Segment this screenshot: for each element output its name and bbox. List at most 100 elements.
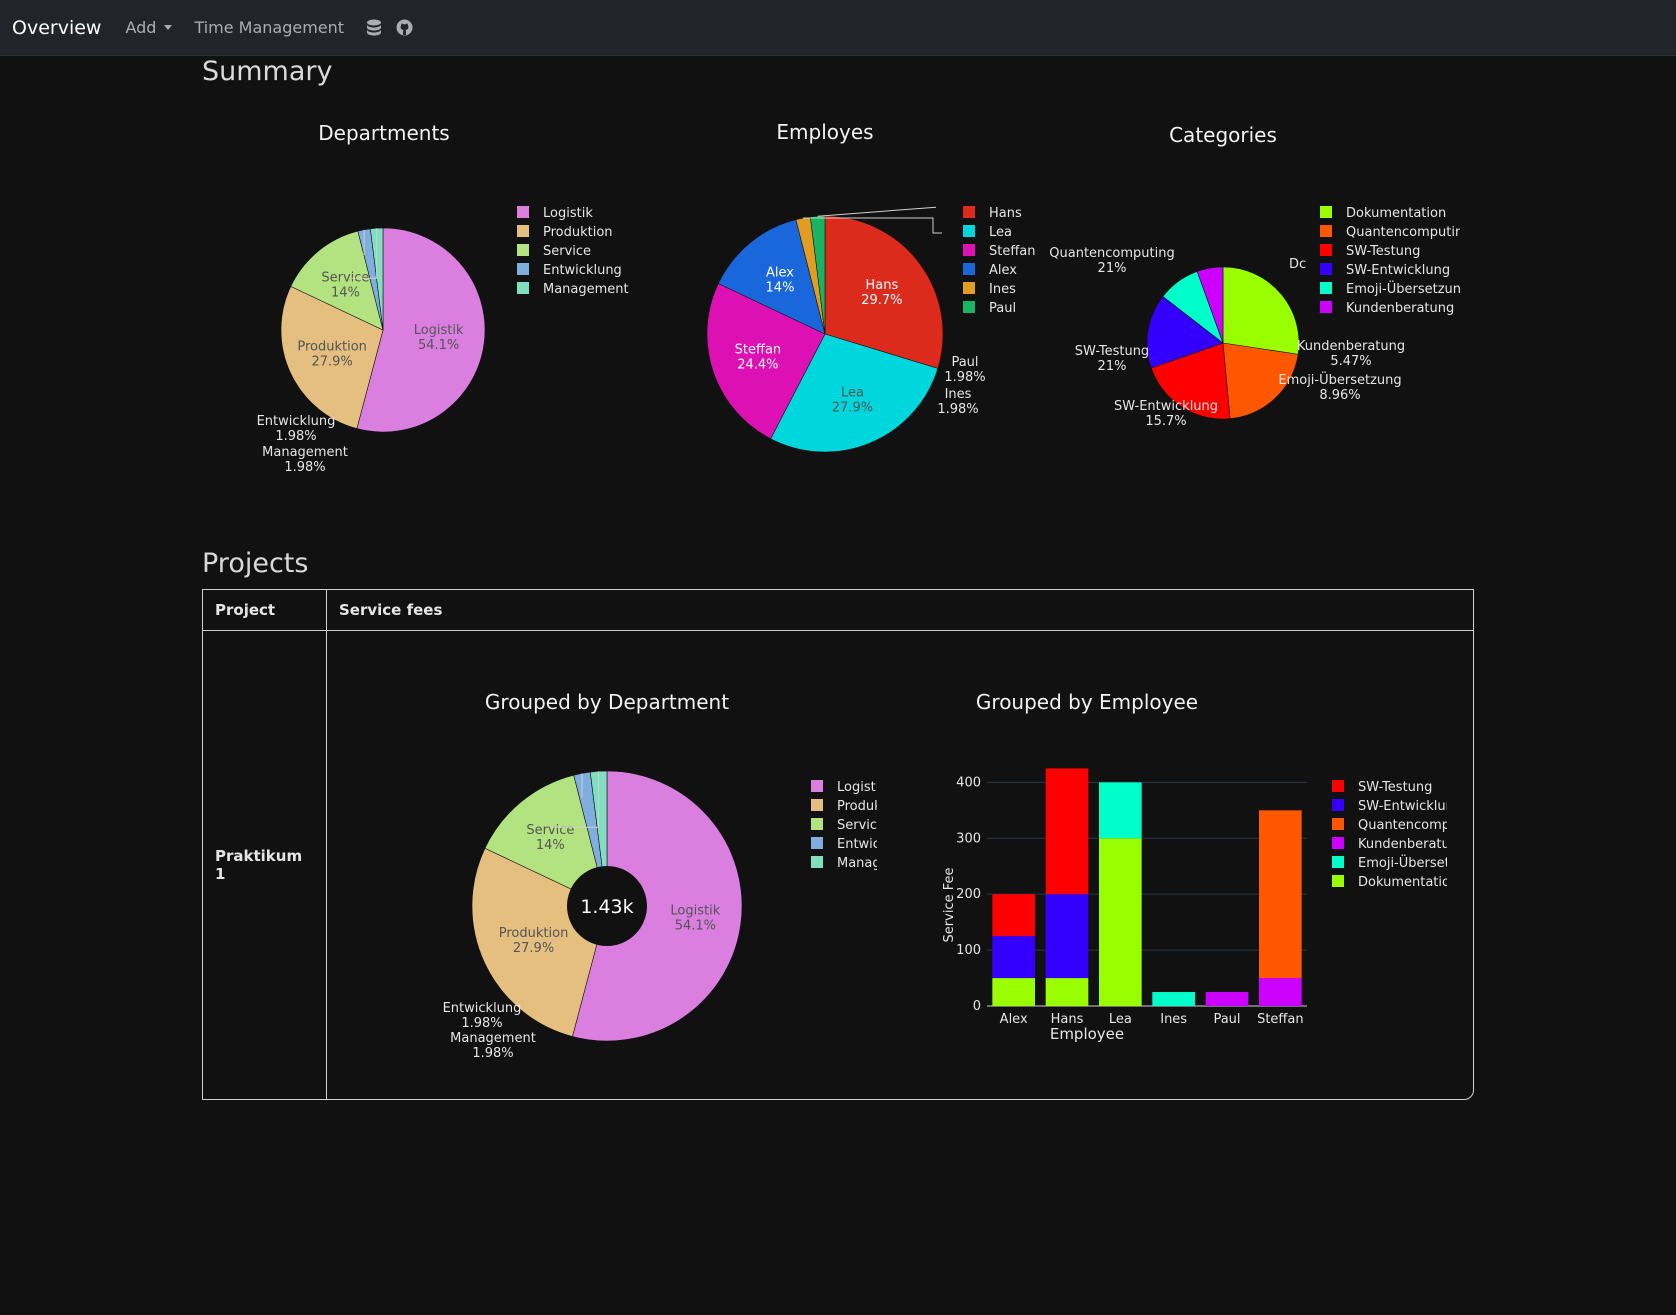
categories-legend-item-dokumentation: Dokumentation: [1346, 206, 1446, 221]
x-axis-title: Employee: [1050, 1025, 1124, 1043]
navbar-brand[interactable]: Overview: [12, 16, 102, 39]
donut-legend-swatch-produktion: [811, 799, 823, 811]
categories-legend-swatch-emoji-bersetzung: [1320, 282, 1332, 294]
donut-label-produktion: Produktion: [499, 926, 569, 941]
donut-legend-item-service: Service: [837, 818, 877, 833]
employes-slice-alex[interactable]: [717, 219, 826, 335]
departments-legend-item-entwicklung: Entwicklung: [543, 263, 622, 278]
categories-labels: Quantencomputing21%SW-Testung21%SW-Entwi…: [1049, 246, 1405, 429]
bar-lea-dokumentation[interactable]: [1099, 838, 1142, 1006]
employes-slice-lea[interactable]: [770, 333, 939, 453]
categories-title: Categories: [1169, 123, 1277, 147]
donut-legend-swatch-service: [811, 818, 823, 830]
bar-hans-dokumentation[interactable]: [1045, 978, 1089, 1006]
bar-paul-kundenberatung[interactable]: [1205, 992, 1249, 1006]
departments-legend-swatch-logistik: [517, 206, 529, 218]
employes-percent-alex: 14%: [766, 280, 795, 295]
categories-chart: Categories Quantencomputing21%SW-Testung…: [1049, 123, 1460, 429]
bar-hans-sw-testung[interactable]: [1045, 768, 1089, 895]
donut-legend-item-logistik: Logistik: [837, 780, 877, 795]
categories-legend-swatch-kundenberatung: [1320, 301, 1332, 313]
bar-hans-sw-entwicklung[interactable]: [1045, 894, 1089, 979]
donut-percent-service: 14%: [536, 838, 565, 853]
departments-percent-service: 14%: [331, 285, 360, 300]
bar-steffan-quantencomputing[interactable]: [1259, 810, 1302, 979]
categories-legend-swatch-quantencomputing: [1320, 225, 1332, 237]
grouped-by-employee-title: Grouped by Employee: [976, 690, 1198, 714]
grouped-by-employee-chart: Grouped by Employee 0 100 200 300 400 Alex Han…: [942, 690, 1447, 1043]
bar-legend[interactable]: SW-Testung SW-Entwicklung Quantencomputing…: [1332, 780, 1447, 890]
departments-label-logistik: Logistik: [414, 323, 464, 338]
donut-percent-management: 1.98%: [472, 1046, 513, 1061]
y-tick-300: 300: [956, 831, 981, 846]
nav-time-management[interactable]: Time Management: [194, 18, 345, 37]
departments-legend[interactable]: Logistik Produktion Service Entwicklung Mana…: [517, 206, 629, 297]
employes-slice-steffan[interactable]: [706, 283, 826, 440]
employes-label-ines: Ines: [945, 387, 972, 402]
departments-slices: [280, 227, 486, 433]
categories-slice-sw-testung[interactable]: [1150, 342, 1231, 420]
grouped-by-department-title: Grouped by Department: [485, 690, 729, 714]
y-tick-100: 100: [956, 943, 981, 958]
categories-percent-sw-entwicklung: 15.7%: [1145, 414, 1186, 429]
bar-ines-emoji-bersetzung[interactable]: [1152, 992, 1195, 1006]
bar-alex-dokumentation[interactable]: [992, 978, 1035, 1006]
departments-legend-swatch-management: [517, 282, 529, 294]
bar-lea-emoji-bersetzung[interactable]: [1099, 782, 1142, 839]
bar-alex-sw-testung[interactable]: [992, 894, 1035, 937]
grouped-by-department-slices: [471, 770, 743, 1042]
donut-leader-management: [550, 771, 600, 828]
categories-legend-item-sw-testung: SW-Testung: [1346, 244, 1420, 259]
bar-legend-item-sw-entwicklung: SW-Entwicklung: [1358, 799, 1447, 814]
caret-down-icon: [164, 25, 173, 30]
bar-legend-swatch-kundenberatung: [1332, 837, 1344, 849]
departments-slice-produktion[interactable]: [280, 285, 384, 429]
categories-slice-sw-entwicklung[interactable]: [1146, 296, 1224, 369]
employes-legend-item-paul: Paul: [989, 301, 1016, 316]
donut-label-entwicklung: Entwicklung: [443, 1001, 522, 1016]
categories-slice-dokumentation[interactable]: [1222, 266, 1300, 355]
employes-slice-hans[interactable]: [824, 215, 944, 369]
donut-label-service: Service: [526, 823, 574, 838]
bar-legend-swatch-sw-testung: [1332, 780, 1344, 792]
bar-alex-sw-entwicklung[interactable]: [992, 936, 1035, 979]
categories-legend-item-sw-entwicklung: SW-Entwicklung: [1346, 263, 1450, 278]
nav-add-dropdown[interactable]: Add: [125, 18, 173, 37]
projects-title: Projects: [202, 548, 309, 579]
bar-legend-swatch-emoji-bersetzung: [1332, 856, 1344, 868]
departments-title: Departments: [318, 121, 449, 145]
database-icon[interactable]: [366, 19, 382, 37]
employes-legend[interactable]: Hans Lea Steffan Alex Ines Paul: [963, 206, 1036, 316]
employes-label-alex: Alex: [766, 265, 794, 280]
header-service-fees: Service fees: [327, 590, 1473, 631]
employes-legend-item-lea: Lea: [989, 225, 1012, 240]
departments-legend-swatch-service: [517, 244, 529, 256]
x-tick-alex: Alex: [1000, 1012, 1028, 1027]
donut-slice-service[interactable]: [484, 774, 608, 907]
employes-legend-item-ines: Ines: [989, 282, 1016, 297]
navbar: Overview Add Time Management: [0, 0, 1676, 56]
header-project: Project: [203, 590, 327, 631]
categories-legend[interactable]: Dokumentation Quantencomputing SW-Testung S…: [1320, 206, 1460, 316]
bar-steffan-kundenberatung[interactable]: [1259, 978, 1302, 1006]
categories-slice-kundenberatung[interactable]: [1196, 266, 1224, 344]
y-tick-200: 200: [956, 887, 981, 902]
employes-legend-item-steffan: Steffan: [989, 244, 1036, 259]
departments-slice-service[interactable]: [290, 230, 384, 331]
donut-legend-item-management: Management: [837, 856, 877, 871]
categories-slice-quantencomputing[interactable]: [1222, 342, 1299, 419]
grouped-by-department-legend[interactable]: Logistik Produktion Service Entwicklung Mana…: [811, 780, 877, 871]
departments-slice-logistik[interactable]: [356, 227, 486, 433]
departments-label-service: Service: [321, 270, 369, 285]
donut-percent-entwicklung: 1.98%: [461, 1016, 502, 1031]
employes-legend-swatch-steffan: [963, 244, 975, 256]
donut-slice-logistik[interactable]: [572, 770, 743, 1042]
github-icon[interactable]: [396, 19, 413, 36]
departments-label-produktion: Produktion: [297, 340, 367, 355]
categories-legend-swatch-sw-entwicklung: [1320, 263, 1332, 275]
categories-legend-item-kundenberatung: Kundenberatung: [1346, 301, 1454, 316]
employes-label-lea: Lea: [841, 385, 864, 400]
x-tick-paul: Paul: [1213, 1012, 1240, 1027]
bar-marks: [992, 768, 1302, 1006]
